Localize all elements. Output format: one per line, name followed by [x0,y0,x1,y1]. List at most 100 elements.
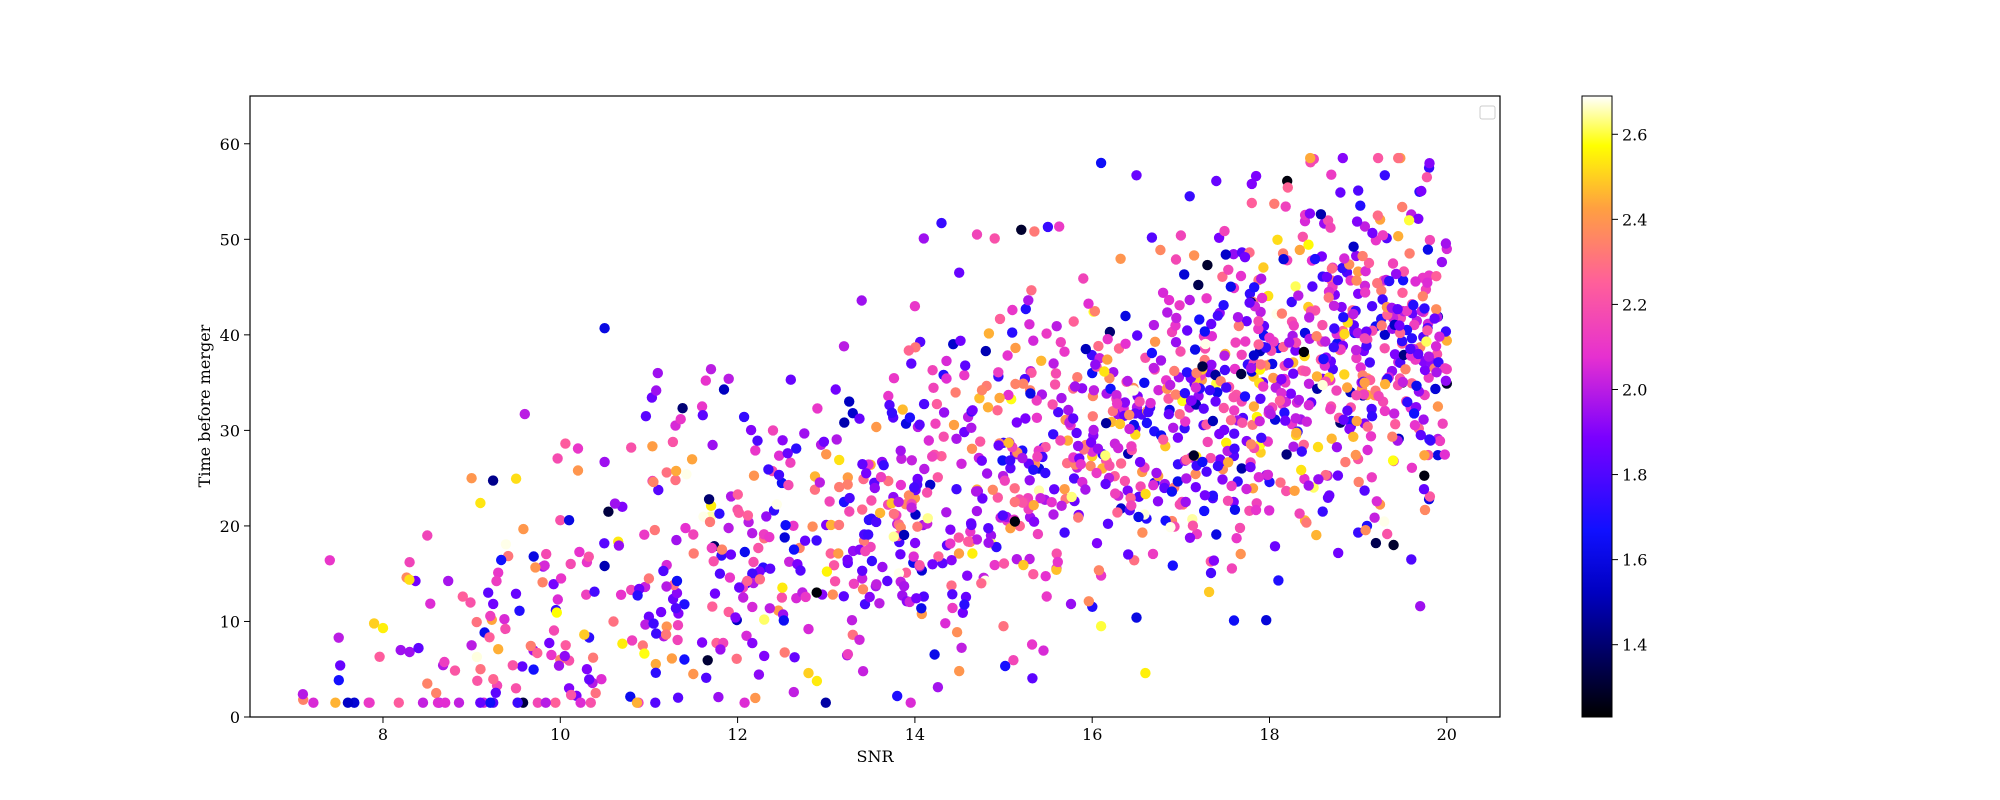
scatter-point [1268,372,1279,384]
scatter-point [1421,172,1433,183]
scatter-point [1261,615,1272,626]
scatter-point [1405,343,1416,355]
scatter-point [609,498,621,509]
scatter-point [1430,383,1441,395]
scatter-point [842,479,853,490]
scatter-point [1083,596,1095,607]
scatter-point [1304,312,1315,323]
scatter-point [723,522,734,534]
scatter-point [1179,269,1190,280]
scatter-point [500,623,511,635]
scatter-point [1132,330,1143,341]
scatter-point [1140,667,1151,679]
scatter-point [1029,226,1040,237]
scatter-point [954,665,965,677]
scatter-point [581,664,593,675]
scatter-point [1100,450,1111,461]
scatter-point [1211,175,1222,187]
scatter-point [1325,222,1336,233]
scatter-point [1296,464,1307,476]
scatter-point [1241,316,1252,327]
scatter-point [1269,541,1281,552]
scatter-point [718,384,730,395]
scatter-point [1234,522,1246,534]
scatter-point [581,589,592,600]
scatter-point [1146,347,1158,359]
scatter-point [703,494,715,505]
scatter-point [404,557,415,568]
scatter-point [1290,413,1302,424]
scatter-point [919,463,930,475]
scatter-point [1068,316,1079,327]
scatter-point [1169,365,1180,377]
scatter-point [1088,424,1099,436]
scatter-point [640,411,652,422]
scatter-point [1392,304,1403,315]
scatter-point [860,546,871,557]
scatter-point [617,638,628,649]
scatter-point [1305,152,1316,164]
scatter-point [1304,208,1316,219]
scatter-point [1028,464,1039,475]
scatter-point [1201,466,1212,477]
scatter-point [895,479,907,491]
scatter-point [716,544,728,555]
scatter-point [776,592,788,603]
scatter-point [342,697,354,708]
scatter-point [1246,197,1258,209]
scatter-point [1303,480,1314,491]
scatter-point [1372,278,1383,289]
scatter-point [1111,398,1123,409]
scatter-point [1440,375,1452,386]
scatter-point [1050,368,1062,379]
scatter-point [1151,467,1162,479]
scatter-point [1041,328,1052,339]
scatter-point [696,401,708,412]
scatter-point [1231,533,1242,544]
scatter-point [1003,437,1014,448]
scatter-point [912,521,923,532]
scatter-point [1024,319,1035,330]
scatter-point [585,697,596,708]
scatter-point [759,650,770,662]
scatter-point [1253,316,1264,327]
scatter-point [1203,586,1215,598]
scatter-point [914,419,925,430]
scatter-point [626,635,638,646]
scatter-point [992,405,1003,416]
scatter-point [488,674,499,685]
scatter-point [888,508,900,519]
scatter-point [1068,413,1079,424]
scatter-point [1301,517,1312,528]
scatter-point [637,640,648,651]
scatter-point [1359,333,1370,344]
scatter-point [1048,509,1059,520]
scatter-point [1359,377,1370,388]
y-axis-label: Time before merger [195,324,214,487]
scatter-point [1389,408,1400,419]
scatter-point [507,660,518,671]
scatter-point [404,574,415,585]
scatter-point [946,555,957,566]
scatter-point [1339,328,1350,340]
scatter-point [1342,405,1353,416]
scatter-point [927,559,938,570]
y-tick-label: 30 [220,421,240,440]
scatter-point [799,535,811,546]
scatter-point [555,515,566,526]
scatter-point [1056,392,1067,404]
scatter-point [1230,337,1241,348]
scatter-point [789,652,800,663]
scatter-point [672,634,683,646]
scatter-point [1229,504,1241,515]
scatter-point [966,422,977,433]
scatter-point [1202,436,1213,448]
scatter-point [613,540,625,551]
scatter-point [707,601,718,612]
scatter-point [1424,491,1436,502]
scatter-point [596,674,607,685]
scatter-point [1360,287,1371,298]
scatter-point [893,568,905,579]
scatter-point [732,489,743,500]
scatter-point [1157,287,1169,298]
